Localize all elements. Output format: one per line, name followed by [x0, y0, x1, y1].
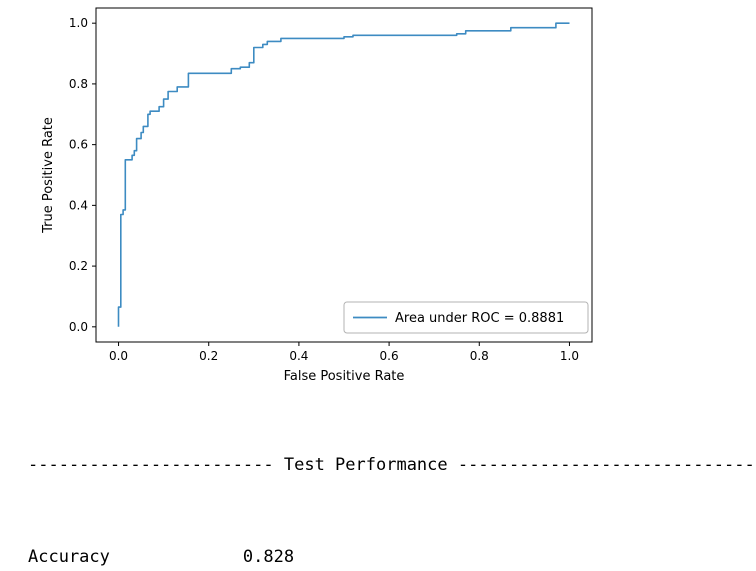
x-tick-label: 0.6	[380, 349, 399, 363]
legend-label: Area under ROC = 0.8881	[395, 311, 564, 326]
console-header-line: ------------------------ Test Performanc…	[28, 455, 756, 475]
x-tick-label: 0.0	[109, 349, 128, 363]
metric-row-accuracy: Accuracy 0.828	[28, 546, 756, 569]
roc-curve-line	[117, 22, 570, 327]
axes-frame	[95, 7, 593, 343]
x-tick-label: 0.4	[289, 349, 308, 363]
roc-figure: 0.0 0.2 0.4 0.6 0.8 1.0 0.0 0.2 0.4 0.6 0.8 1.0 Fals…	[8, 0, 648, 405]
test-performance-output: ------------------------ Test Performanc…	[28, 408, 756, 571]
y-tick-label: 0.4	[69, 198, 88, 212]
y-tick-label: 0.0	[69, 320, 88, 334]
roc-chart: 0.0 0.2 0.4 0.6 0.8 1.0 0.0 0.2 0.4 0.6 0.8 1.0 Fals…	[41, 7, 593, 384]
x-tick-label: 0.8	[470, 349, 489, 363]
metric-label: Accuracy	[28, 547, 110, 567]
x-tick-label: 0.2	[199, 349, 218, 363]
y-tick-label: 0.2	[69, 259, 88, 273]
y-tick-label: 1.0	[69, 16, 88, 30]
x-axis-label: False Positive Rate	[284, 369, 405, 384]
x-tick-label: 1.0	[560, 349, 579, 363]
y-axis-label: True Positive Rate	[41, 117, 56, 234]
legend-box	[343, 301, 589, 334]
metric-value: 0.828	[242, 547, 295, 567]
y-tick-label: 0.6	[69, 138, 88, 152]
y-tick-label: 0.8	[69, 77, 88, 91]
